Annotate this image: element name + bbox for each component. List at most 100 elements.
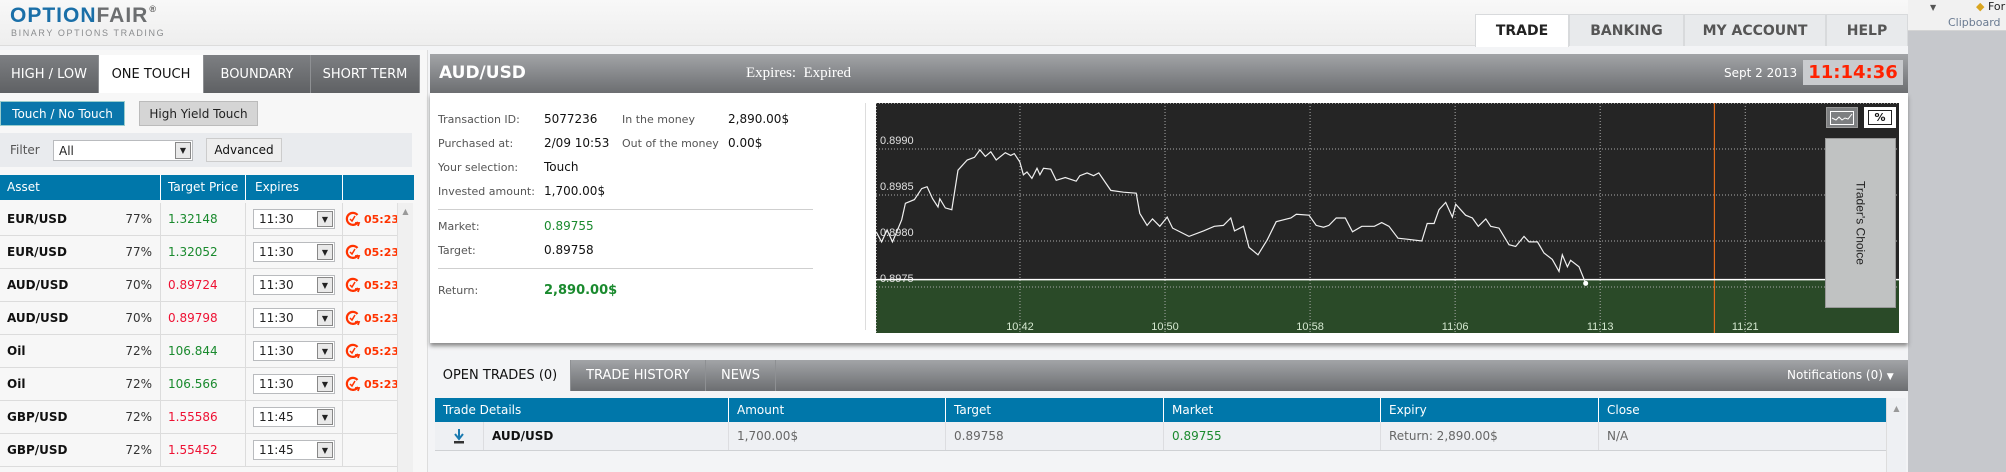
asset-list-scrollbar[interactable]: ▲ bbox=[397, 203, 413, 472]
expiry-value: 11:30 bbox=[259, 377, 294, 391]
tab-news[interactable]: NEWS bbox=[706, 360, 776, 391]
dropdown-arrow-icon[interactable]: ▼ bbox=[1930, 3, 1937, 12]
timer-value: 05:23 bbox=[364, 377, 400, 391]
invested-amount-value: 1,700.00$ bbox=[544, 184, 606, 198]
price-chart[interactable]: 0.8990 0.8985 0.8980 0.8975 10:42 10:50 10:58 1… bbox=[875, 103, 1899, 333]
advanced-button[interactable]: Advanced bbox=[206, 138, 282, 162]
cell-divider bbox=[245, 203, 246, 235]
server-clock: 11:14:36 bbox=[1803, 60, 1903, 85]
cell-divider bbox=[245, 269, 246, 301]
asset-row[interactable]: AUD/USD 70% 0.89724 11:30 ▼ 05:23 bbox=[0, 269, 400, 302]
asset-row[interactable]: AUD/USD 70% 0.89798 11:30 ▼ 05:23 bbox=[0, 302, 399, 335]
traders-choice-panel[interactable]: Trader's Choice bbox=[1825, 138, 1896, 308]
asset-name: Oil bbox=[7, 344, 26, 358]
chevron-down-icon: ▼ bbox=[317, 343, 333, 359]
asset-row[interactable]: GBP/USD 72% 1.55452 11:45 ▼ bbox=[0, 434, 397, 467]
notifications-dropdown[interactable]: Notifications (0) ▼ bbox=[1787, 368, 1894, 382]
countdown-timer: 05:23 bbox=[345, 302, 399, 334]
divider bbox=[438, 209, 813, 210]
format-painter-button[interactable]: ◆ Forma bbox=[1976, 0, 2006, 13]
trades-scrollbar[interactable]: ▲ bbox=[1886, 398, 1906, 472]
cell-divider bbox=[160, 203, 161, 235]
clipboard-group-label: Clipboard bbox=[1948, 16, 2001, 29]
expiry-value: 11:30 bbox=[259, 344, 294, 358]
cell-divider bbox=[342, 401, 343, 433]
trade-row[interactable]: AUD/USD 1,700.00$ 0.89758 0.89755 Return… bbox=[435, 422, 1886, 451]
nav-tab-banking[interactable]: BANKING bbox=[1569, 14, 1684, 46]
tab-trade-history[interactable]: TRADE HISTORY bbox=[571, 360, 706, 391]
target-price: 1.55452 bbox=[168, 443, 218, 457]
nav-tab-trade[interactable]: TRADE bbox=[1475, 14, 1569, 47]
chevron-down-icon: ▼ bbox=[317, 376, 333, 392]
in-the-money-value: 2,890.00$ bbox=[728, 112, 790, 126]
tab-boundary[interactable]: BOUNDARY bbox=[204, 55, 311, 93]
tab-short-term[interactable]: SHORT TERM bbox=[311, 55, 420, 93]
expiry-select[interactable]: 11:45 ▼ bbox=[253, 407, 335, 427]
column-expiry[interactable]: Expiry bbox=[1380, 398, 1598, 422]
return-value: 2,890.00$ bbox=[544, 283, 618, 298]
high-yield-touch-button[interactable]: High Yield Touch bbox=[139, 101, 258, 126]
invested-amount-label: Invested amount: bbox=[438, 185, 535, 198]
logo[interactable]: OPTIONFAIR® bbox=[10, 5, 156, 27]
asset-name: GBP/USD bbox=[7, 443, 68, 457]
tab-high-low[interactable]: HIGH / LOW bbox=[0, 55, 99, 93]
expiry-status: Expires: Expired bbox=[746, 65, 851, 81]
scroll-up-icon[interactable]: ▲ bbox=[1893, 404, 1900, 413]
payout-percent: 72% bbox=[125, 377, 152, 391]
timer-value: 05:23 bbox=[364, 278, 400, 292]
download-icon[interactable] bbox=[435, 422, 483, 450]
clock-icon bbox=[345, 244, 361, 260]
expiry-select[interactable]: 11:45 ▼ bbox=[253, 440, 335, 460]
column-close[interactable]: Close bbox=[1598, 398, 1886, 422]
column-market[interactable]: Market bbox=[1163, 398, 1380, 422]
column-trade-details[interactable]: Trade Details bbox=[435, 398, 728, 422]
chevron-down-icon: ▼ bbox=[317, 211, 333, 227]
target-price: 0.89798 bbox=[168, 311, 218, 325]
expiry-value: 11:45 bbox=[259, 443, 294, 457]
expiry-select[interactable]: 11:30 ▼ bbox=[253, 374, 335, 394]
expiry-value: 11:30 bbox=[259, 311, 294, 325]
expiry-select[interactable]: 11:30 ▼ bbox=[253, 275, 335, 295]
timer-value: 05:23 bbox=[364, 212, 400, 226]
cell-divider bbox=[245, 302, 246, 334]
nav-tab-help[interactable]: HELP bbox=[1826, 14, 1908, 46]
filter-select[interactable]: All ▼ bbox=[53, 140, 193, 161]
asset-row[interactable]: Oil 72% 106.844 11:30 ▼ 05:23 bbox=[0, 335, 399, 368]
chevron-down-icon: ▼ bbox=[317, 244, 333, 260]
cell-divider bbox=[342, 236, 343, 268]
expiry-select[interactable]: 11:30 ▼ bbox=[253, 209, 335, 229]
asset-row[interactable]: Oil 72% 106.566 11:30 ▼ 05:23 bbox=[0, 368, 400, 401]
x-tick-label: 10:42 bbox=[1006, 321, 1034, 333]
column-target[interactable]: Target bbox=[945, 398, 1163, 422]
asset-row[interactable]: EUR/USD 77% 1.32148 11:30 ▼ 05:23 bbox=[0, 203, 400, 236]
expiry-select[interactable]: 11:30 ▼ bbox=[253, 242, 335, 262]
asset-name: GBP/USD bbox=[7, 410, 68, 424]
asset-row[interactable]: GBP/USD 72% 1.55586 11:45 ▼ bbox=[0, 401, 397, 434]
selection-value: Touch bbox=[544, 160, 579, 174]
scroll-up-icon[interactable]: ▲ bbox=[402, 207, 409, 216]
selection-label: Your selection: bbox=[438, 161, 519, 174]
cell-divider bbox=[160, 236, 161, 268]
expiry-select[interactable]: 11:30 ▼ bbox=[253, 341, 335, 361]
tab-open-trades[interactable]: OPEN TRADES (0) bbox=[430, 360, 571, 391]
column-expires[interactable]: Expires bbox=[255, 180, 299, 194]
column-divider bbox=[245, 175, 246, 200]
target-price: 106.566 bbox=[168, 377, 218, 391]
y-tick-label: 0.8985 bbox=[880, 181, 914, 193]
percent-button[interactable]: % bbox=[1864, 107, 1896, 128]
column-divider bbox=[342, 175, 343, 200]
column-label: Close bbox=[1607, 403, 1640, 417]
column-asset[interactable]: Asset bbox=[7, 180, 40, 194]
nav-tab-my-account[interactable]: MY ACCOUNT bbox=[1684, 14, 1826, 46]
chart-type-button[interactable] bbox=[1826, 107, 1858, 128]
market-value: 0.89755 bbox=[544, 219, 594, 233]
filter-value: All bbox=[59, 143, 74, 158]
filter-label: Filter bbox=[10, 143, 40, 157]
asset-row[interactable]: EUR/USD 77% 1.32052 11:30 ▼ 05:23 bbox=[0, 236, 399, 269]
touch-no-touch-button[interactable]: Touch / No Touch bbox=[0, 101, 125, 126]
tab-one-touch[interactable]: ONE TOUCH bbox=[99, 55, 204, 93]
column-amount[interactable]: Amount bbox=[728, 398, 945, 422]
expiry-select[interactable]: 11:30 ▼ bbox=[253, 308, 335, 328]
column-target-price[interactable]: Target Price bbox=[168, 180, 239, 194]
logo-registered: ® bbox=[149, 4, 156, 14]
